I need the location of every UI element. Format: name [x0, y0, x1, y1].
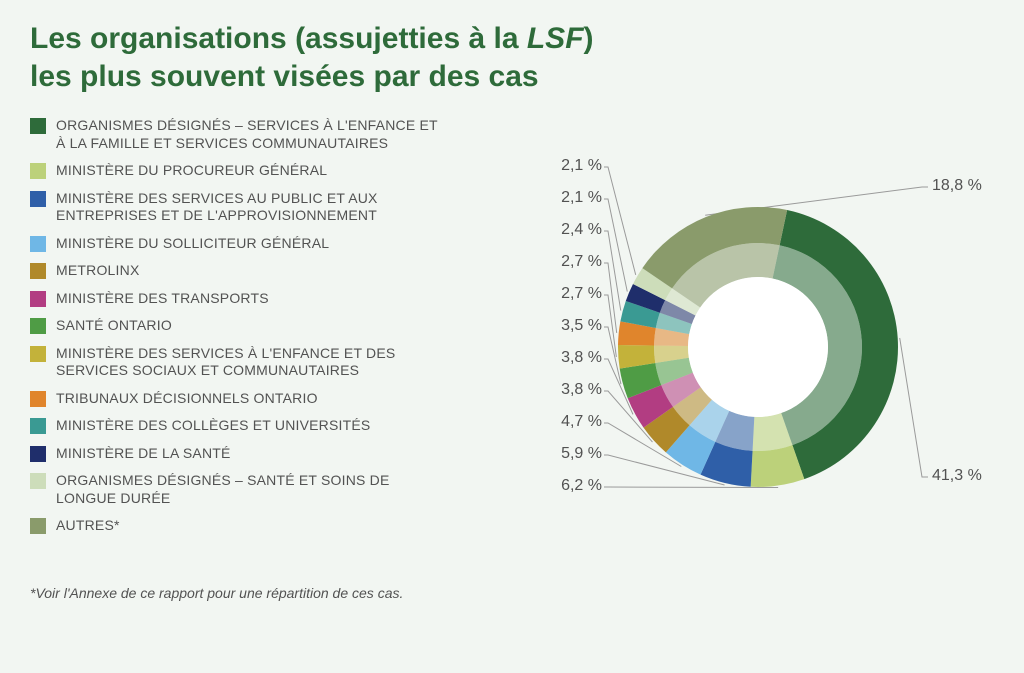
legend-item: AUTRES*	[30, 517, 450, 535]
slice-callout: 3,8 %	[554, 349, 602, 367]
slice-callout: 3,5 %	[554, 317, 602, 335]
legend-item: TRIBUNAUX DÉCISIONNELS ONTARIO	[30, 390, 450, 408]
legend-swatch	[30, 318, 46, 334]
legend-swatch	[30, 118, 46, 134]
slice-callout: 2,7 %	[554, 253, 602, 271]
slice-callout: 6,2 %	[554, 477, 602, 495]
legend-label: MINISTÈRE DE LA SANTÉ	[56, 445, 231, 463]
legend-item: MINISTÈRE DES SERVICES À L'ENFANCE ET DE…	[30, 345, 450, 380]
legend-item: SANTÉ ONTARIO	[30, 317, 450, 335]
legend-item: MINISTÈRE DES COLLÈGES ET UNIVERSITÉS	[30, 417, 450, 435]
legend-swatch	[30, 191, 46, 207]
legend-label: TRIBUNAUX DÉCISIONNELS ONTARIO	[56, 390, 318, 408]
content-row: ORGANISMES DÉSIGNÉS – SERVICES À L'ENFAN…	[30, 117, 994, 577]
legend-label: AUTRES*	[56, 517, 120, 535]
legend-label: MINISTÈRE DES SERVICES AU PUBLIC ET AUX …	[56, 190, 450, 225]
legend-label: MINISTÈRE DES COLLÈGES ET UNIVERSITÉS	[56, 417, 370, 435]
legend-swatch	[30, 236, 46, 252]
legend-label: SANTÉ ONTARIO	[56, 317, 172, 335]
legend-label: MINISTÈRE DU PROCUREUR GÉNÉRAL	[56, 162, 327, 180]
legend-item: MINISTÈRE DE LA SANTÉ	[30, 445, 450, 463]
slice-callout: 2,4 %	[554, 221, 602, 239]
legend-swatch	[30, 263, 46, 279]
legend-item: MINISTÈRE DU PROCUREUR GÉNÉRAL	[30, 162, 450, 180]
legend-swatch	[30, 518, 46, 534]
legend-item: MINISTÈRE DES TRANSPORTS	[30, 290, 450, 308]
legend-label: MINISTÈRE DU SOLLICITEUR GÉNÉRAL	[56, 235, 329, 253]
legend-item: ORGANISMES DÉSIGNÉS – SERVICES À L'ENFAN…	[30, 117, 450, 152]
legend-item: MINISTÈRE DES SERVICES AU PUBLIC ET AUX …	[30, 190, 450, 225]
slice-callout: 2,7 %	[554, 285, 602, 303]
footnote: *Voir l'Annexe de ce rapport pour une ré…	[30, 585, 994, 601]
slice-callout: 2,1 %	[554, 189, 602, 207]
slice-callout: 5,9 %	[554, 445, 602, 463]
slice-callout: 2,1 %	[554, 157, 602, 175]
legend-label: METROLINX	[56, 262, 139, 280]
slice-callout: 3,8 %	[554, 381, 602, 399]
legend-swatch	[30, 473, 46, 489]
legend-swatch	[30, 391, 46, 407]
chart-area: 6,2 % 5,9 % 4,7 % 3,8 % 3,8 % 3,5 % 2,7 % 2,7 %…	[470, 117, 994, 577]
legend-label: ORGANISMES DÉSIGNÉS – SANTÉ ET SOINS DE …	[56, 472, 450, 507]
legend-swatch	[30, 163, 46, 179]
slice-callout: 4,7 %	[554, 413, 602, 431]
chart-title: Les organisations (assujetties à la LSF)…	[30, 20, 730, 95]
legend-label: MINISTÈRE DES SERVICES À L'ENFANCE ET DE…	[56, 345, 450, 380]
slice-callout: 41,3 %	[932, 467, 982, 485]
legend-swatch	[30, 291, 46, 307]
legend-swatch	[30, 346, 46, 362]
legend-label: MINISTÈRE DES TRANSPORTS	[56, 290, 269, 308]
legend-item: METROLINX	[30, 262, 450, 280]
legend-swatch	[30, 446, 46, 462]
legend-label: ORGANISMES DÉSIGNÉS – SERVICES À L'ENFAN…	[56, 117, 450, 152]
legend-item: ORGANISMES DÉSIGNÉS – SANTÉ ET SOINS DE …	[30, 472, 450, 507]
slice-callout: 18,8 %	[932, 177, 982, 195]
legend-swatch	[30, 418, 46, 434]
legend: ORGANISMES DÉSIGNÉS – SERVICES À L'ENFAN…	[30, 117, 470, 577]
legend-item: MINISTÈRE DU SOLLICITEUR GÉNÉRAL	[30, 235, 450, 253]
donut-chart	[472, 117, 992, 577]
